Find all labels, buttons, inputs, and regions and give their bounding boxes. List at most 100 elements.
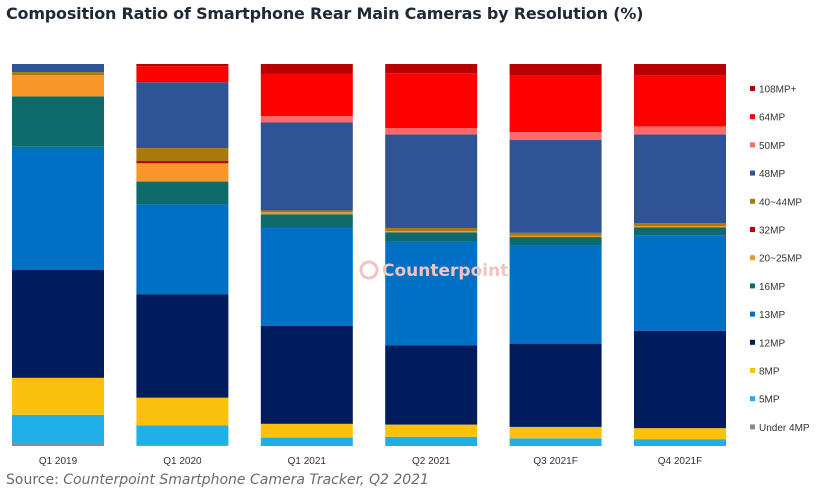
- legend-swatch-108mp: [750, 86, 755, 91]
- legend-label-48mp: 48MP: [759, 169, 785, 180]
- legend: 108MP+ 64MP 50MP 48MP 40~44MP 32MP 20~25MP 16MP…: [750, 85, 810, 434]
- source-text: Counterpoint Smartphone Camera Tracker, …: [63, 472, 429, 488]
- bar-segment-q1-2021-108mp: [260, 64, 353, 74]
- category-label-q4-2021f: Q4 2021F: [658, 456, 702, 467]
- bar-segment-q3-2021f-40-44mp: [509, 232, 602, 236]
- bar-segment-q1-2019-40-44mp: [12, 72, 104, 76]
- legend-label-64mp: 64MP: [759, 113, 785, 124]
- bar-segment-q1-2020-20-25mp: [136, 163, 229, 182]
- bar-segment-q1-2019-16mp: [12, 96, 104, 147]
- bar-segment-q3-2021f-108mp: [509, 64, 602, 76]
- bar-segment-q2-2021-40-44mp: [385, 228, 478, 232]
- bars-group: [12, 64, 726, 446]
- category-label-q1-2019: Q1 2019: [39, 456, 78, 467]
- bar-segment-q2-2021-64mp: [385, 73, 478, 129]
- bar-segment-q3-2021f-64mp: [509, 75, 602, 132]
- bar-segment-q2-2021-5mp: [385, 436, 478, 446]
- bar-segment-q4-2021f-8mp: [634, 428, 726, 440]
- bar-segment-q3-2021f-13mp: [509, 245, 602, 344]
- bar-segment-q1-2019-13mp: [12, 146, 104, 271]
- bar-segment-q1-2020-under-4mp: [136, 445, 229, 446]
- bar-segment-q4-2021f-40-44mp: [634, 223, 726, 227]
- bar-segment-q1-2021-64mp: [260, 73, 353, 116]
- legend-swatch-40-44mp: [750, 198, 755, 204]
- bar-segment-q1-2020-5mp: [136, 425, 229, 446]
- bar-segment-q4-2021f-64mp: [634, 75, 726, 127]
- legend-swatch-32mp: [750, 227, 755, 232]
- bar-segment-q2-2021-12mp: [385, 345, 478, 425]
- category-label-q1-2020: Q1 2020: [163, 456, 202, 467]
- bar-segment-q3-2021f-8mp: [509, 426, 602, 439]
- legend-swatch-48mp: [750, 170, 755, 176]
- legend-label-20-25mp: 20~25MP: [759, 254, 802, 265]
- legend-swatch-5mp: [750, 396, 755, 402]
- bar-segment-q2-2021-16mp: [385, 232, 478, 242]
- bar-segment-q3-2021f-48mp: [509, 140, 602, 233]
- bar-segment-q3-2021f-5mp: [509, 438, 602, 446]
- bar-segment-q2-2021-8mp: [385, 424, 478, 437]
- legend-swatch-20-25mp: [750, 255, 755, 261]
- legend-label-12mp: 12MP: [759, 338, 785, 349]
- bar-segment-q1-2021-16mp: [260, 214, 353, 229]
- category-labels: Q1 2019 Q1 2020 Q1 2021 Q2 2021 Q3 2021F Q4 2…: [39, 456, 702, 467]
- bar-segment-q3-2021f-50mp: [509, 132, 602, 141]
- bar-segment-q1-2021-5mp: [260, 437, 353, 446]
- bar-segment-q1-2021-13mp: [260, 228, 353, 326]
- bar-segment-q1-2020-108mp: [136, 64, 229, 67]
- legend-swatch-13mp: [750, 311, 755, 317]
- bar-segment-q1-2020-64mp: [136, 66, 229, 83]
- legend-label-108mp: 108MP+: [759, 85, 797, 96]
- legend-swatch-12mp: [750, 339, 755, 345]
- legend-label-8mp: 8MP: [759, 367, 780, 378]
- bar-segment-q1-2021-20-25mp: [260, 212, 353, 215]
- bar-segment-q1-2020-13mp: [136, 204, 229, 295]
- bar-segment-q1-2020-16mp: [136, 181, 229, 205]
- chart-title: Composition Ratio of Smartphone Rear Mai…: [6, 4, 644, 23]
- legend-label-under-4mp: Under 4MP: [759, 423, 810, 434]
- bar-segment-q1-2019-5mp: [12, 414, 104, 443]
- bar-segment-q1-2019-48mp: [12, 64, 104, 73]
- legend-label-50mp: 50MP: [759, 141, 785, 152]
- bar-segment-q1-2019-8mp: [12, 377, 104, 415]
- category-label-q1-2021: Q1 2021: [288, 456, 327, 467]
- bar-segment-q1-2021-48mp: [260, 122, 353, 211]
- watermark-text: Counterpoint: [382, 261, 508, 281]
- legend-swatch-50mp: [750, 142, 755, 148]
- source-note: Source: Counterpoint Smartphone Camera T…: [6, 472, 429, 488]
- bar-segment-q2-2021-50mp: [385, 128, 478, 135]
- legend-label-16mp: 16MP: [759, 282, 785, 293]
- counterpoint-watermark: Counterpoint: [359, 260, 508, 281]
- bar-segment-q3-2021f-16mp: [509, 237, 602, 246]
- bar-segment-q1-2019-20-25mp: [12, 75, 104, 97]
- bar-segment-q4-2021f-16mp: [634, 227, 726, 236]
- legend-swatch-under-4mp: [750, 424, 755, 430]
- category-label-q3-2021f: Q3 2021F: [533, 456, 577, 467]
- bar-segment-q4-2021f-108mp: [634, 64, 726, 76]
- bar-segment-q4-2021f-5mp: [634, 439, 726, 446]
- bar-segment-q1-2021-12mp: [260, 325, 353, 424]
- source-prefix: Source:: [6, 472, 64, 488]
- bar-segment-q2-2021-13mp: [385, 241, 478, 346]
- legend-swatch-8mp: [750, 368, 755, 373]
- legend-swatch-64mp: [750, 114, 755, 120]
- legend-label-32mp: 32MP: [759, 226, 785, 237]
- bar-segment-q1-2020-32mp: [136, 161, 229, 164]
- bar-segment-q4-2021f-12mp: [634, 330, 726, 429]
- bar-segment-q4-2021f-50mp: [634, 126, 726, 135]
- bar-segment-q2-2021-108mp: [385, 64, 478, 74]
- legend-label-5mp: 5MP: [759, 395, 780, 406]
- bar-segment-q1-2019-under-4mp: [12, 442, 104, 446]
- bar-segment-q1-2021-50mp: [260, 116, 353, 123]
- bar-segment-q1-2021-8mp: [260, 423, 353, 438]
- bar-segment-q1-2020-8mp: [136, 397, 229, 426]
- bar-segment-q4-2021f-13mp: [634, 235, 726, 331]
- bar-segment-q2-2021-48mp: [385, 134, 478, 229]
- bar-segment-q2-2021-20-25mp: [385, 231, 478, 233]
- bar-segment-q1-2019-12mp: [12, 270, 104, 378]
- category-label-q2-2021: Q2 2021: [412, 456, 451, 467]
- legend-label-13mp: 13MP: [759, 310, 785, 321]
- bar-segment-q1-2020-48mp: [136, 82, 229, 149]
- bar-segment-q1-2020-40-44mp: [136, 148, 229, 162]
- bar-segment-q3-2021f-20-25mp: [509, 235, 602, 238]
